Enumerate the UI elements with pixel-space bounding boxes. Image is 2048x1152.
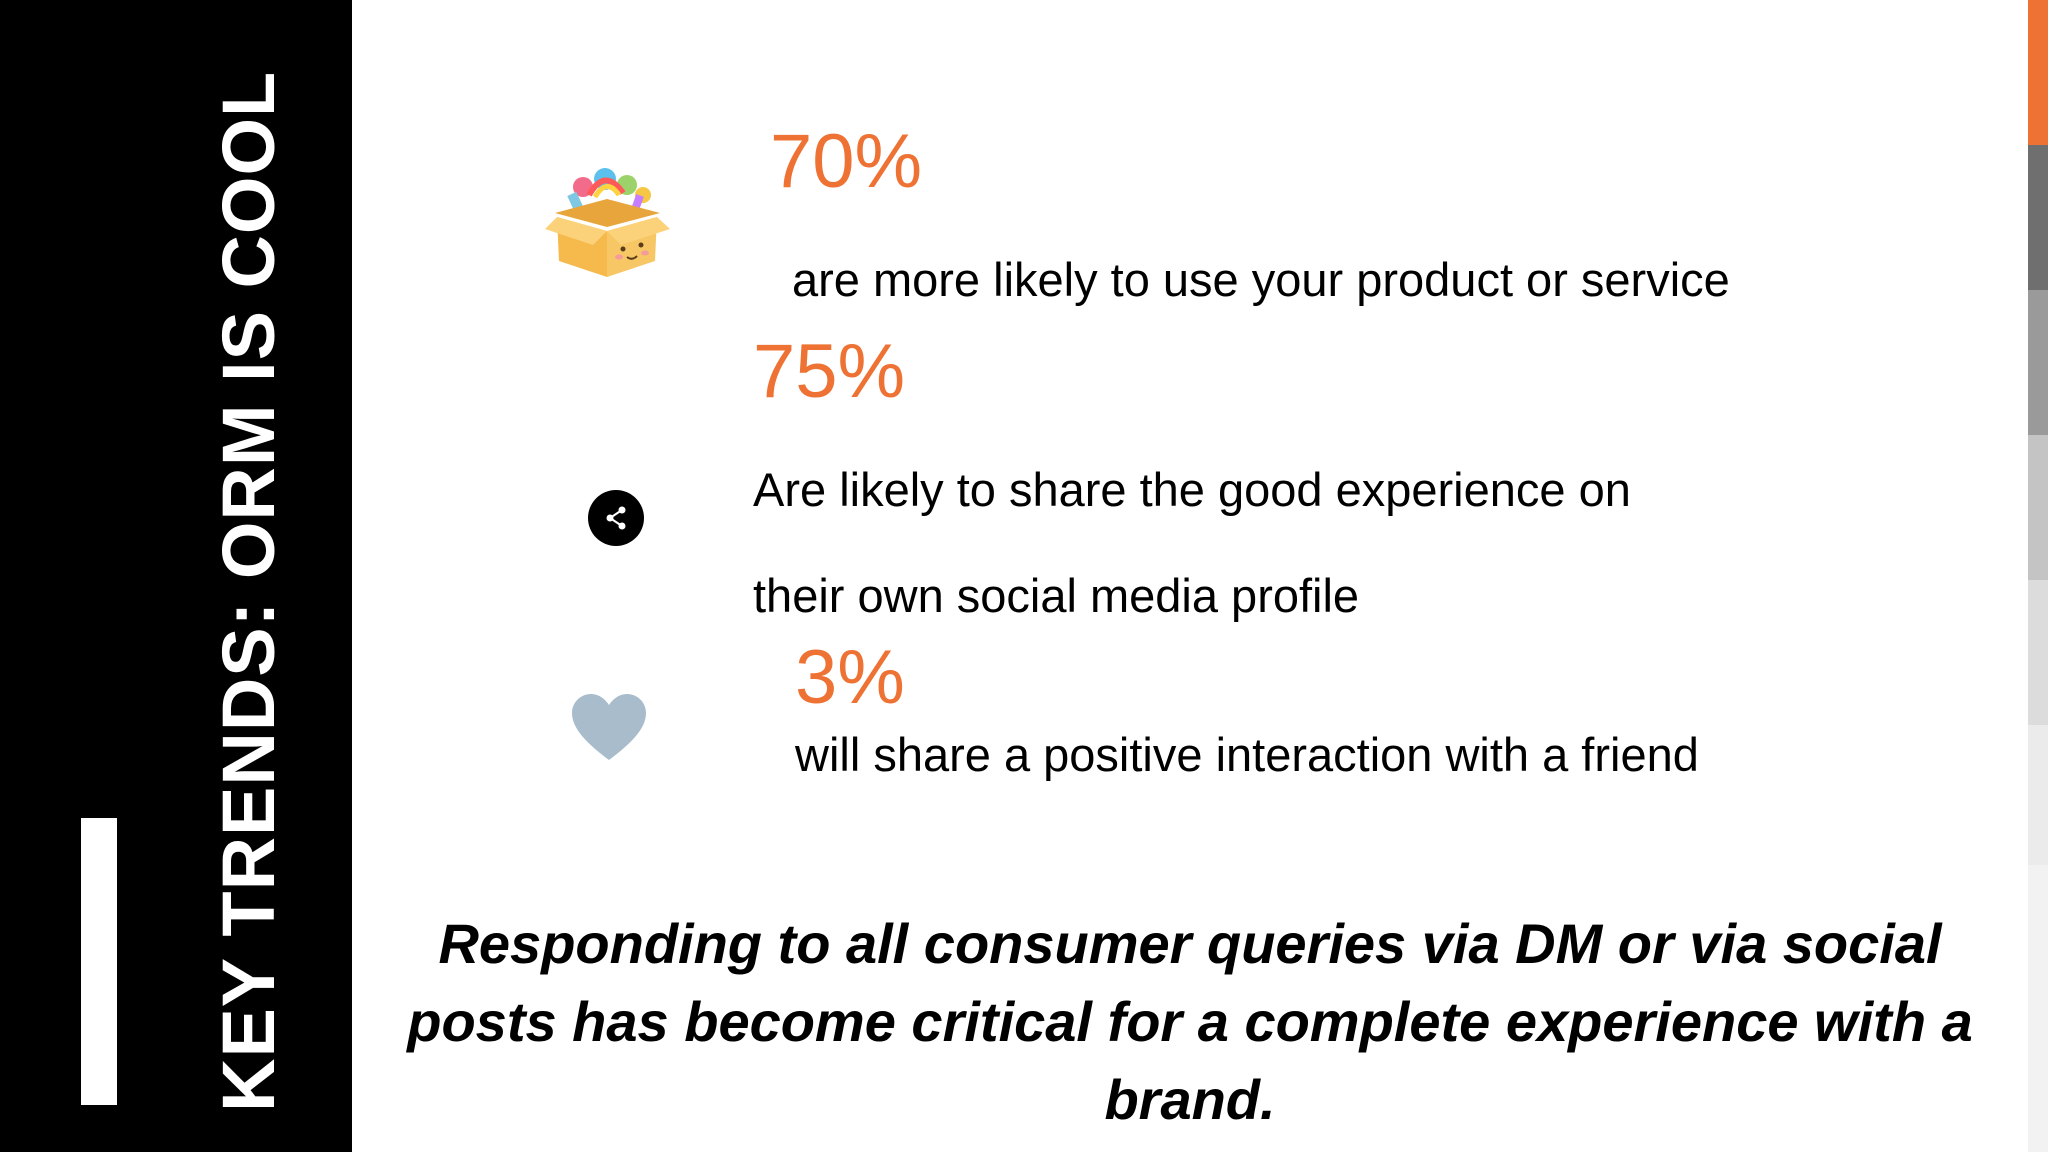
stat-description: Are likely to share the good experience … (753, 463, 1631, 516)
progress-segment (2028, 145, 2048, 290)
sidebar-accent-bar (81, 818, 117, 1105)
stat-value: 70% (770, 119, 923, 204)
stat-value: 3% (795, 635, 905, 720)
heart-icon (572, 694, 646, 767)
progress-segment (2028, 0, 2048, 145)
progress-segment (2028, 435, 2048, 580)
stat-description-continued: their own social media profile (753, 569, 1360, 622)
slide-tagline: Responding to all consumer queries via D… (407, 912, 1973, 1131)
share-icon[interactable] (588, 490, 644, 546)
stat-description: are more likely to use your product or s… (792, 253, 1730, 306)
title-sidebar: KEY TRENDS: ORM IS COOL (0, 0, 352, 1152)
slide-progress-strip (2028, 0, 2048, 1152)
stat-description: will share a positive interaction with a… (795, 728, 1699, 781)
progress-segment (2028, 725, 2048, 865)
stat-value: 75% (753, 329, 906, 414)
slide-title: KEY TRENDS: ORM IS COOL (207, 70, 290, 1112)
progress-segment (2028, 290, 2048, 435)
gift-box-icon (545, 165, 670, 285)
progress-segment (2028, 580, 2048, 725)
